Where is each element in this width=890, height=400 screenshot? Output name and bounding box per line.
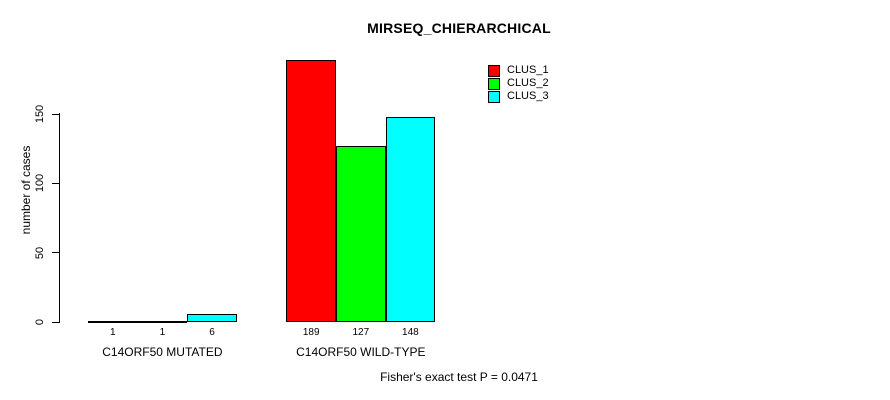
y-tick-label: 0	[34, 318, 46, 326]
y-tick-label: 150	[34, 104, 46, 124]
y-tick	[52, 321, 59, 323]
fisher-test-annotation: Fisher's exact test P = 0.0471	[380, 370, 538, 384]
bar-clus_3-group2	[385, 116, 436, 322]
legend-color-swatch-clus_3	[488, 90, 500, 103]
bar-value-label: 1	[159, 327, 166, 338]
legend-item: CLUS_3	[488, 90, 549, 103]
legend-label: CLUS_2	[507, 77, 549, 89]
y-tick	[52, 252, 59, 254]
bar-clus_2-group2	[336, 145, 386, 322]
category-label: C14ORF50 WILD-TYPE	[296, 345, 426, 359]
y-axis-label: number of cases	[19, 145, 33, 235]
y-axis	[59, 113, 60, 323]
y-tick-label: 50	[34, 246, 46, 259]
legend-item: CLUS_1	[488, 64, 549, 77]
bar-clus_3-group1	[187, 313, 237, 322]
legend-item: CLUS_2	[488, 77, 549, 90]
category-label: C14ORF50 MUTATED	[102, 345, 223, 359]
y-tick-label: 100	[34, 174, 46, 193]
bar-value-label: 1	[110, 327, 116, 338]
bar-value-label: 6	[209, 327, 215, 338]
bar-clus_1-group1	[88, 320, 138, 323]
legend: CLUS_1 CLUS_2 CLUS_3	[488, 64, 549, 103]
y-tick	[52, 182, 59, 184]
legend-label: CLUS_1	[507, 64, 549, 76]
bar-value-label: 127	[352, 327, 370, 338]
bar-clus_1-group2	[286, 59, 336, 322]
bar-clus_2-group1	[137, 320, 188, 323]
y-tick	[52, 113, 59, 115]
legend-color-swatch-clus_1	[488, 64, 500, 77]
bar-value-label: 189	[302, 327, 320, 338]
chart-title: MIRSEQ_CHIERARCHICAL	[367, 20, 551, 36]
legend-label: CLUS_3	[507, 90, 549, 102]
bar-value-label: 148	[402, 327, 419, 338]
legend-color-swatch-clus_2	[488, 77, 500, 90]
